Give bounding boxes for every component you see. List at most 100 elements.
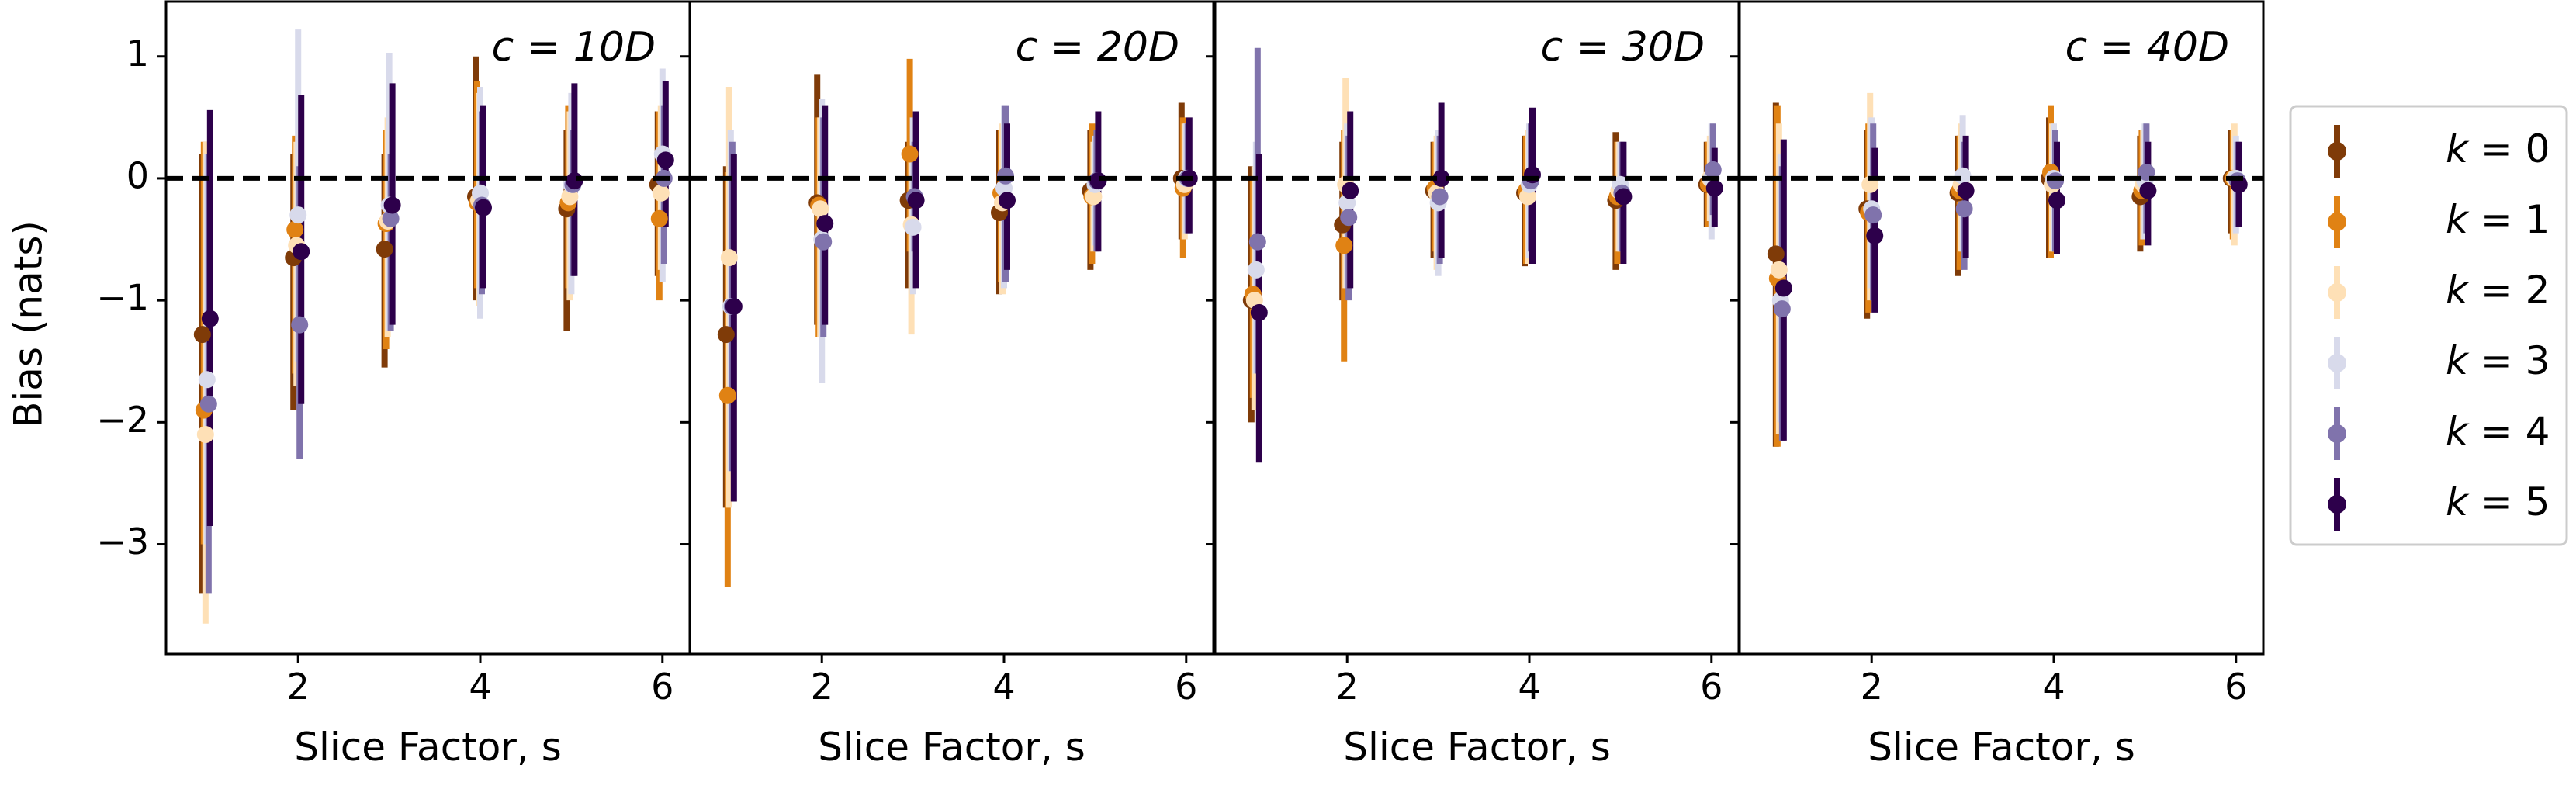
data-point	[1248, 233, 1266, 251]
data-point	[1954, 167, 1972, 185]
data-point	[1705, 179, 1723, 197]
data-point	[1615, 188, 1633, 206]
legend-marker	[2328, 424, 2346, 443]
data-point	[999, 192, 1016, 209]
data-point	[1340, 209, 1358, 227]
legend: k = 0 k = 1 k = 2 k = 3 k = 4 k = 5	[2289, 105, 2568, 546]
y-tick-label: −1	[96, 277, 149, 319]
x-tick-label: 2	[811, 666, 833, 708]
panel-4: 2 4 6 Slice Factor, s c = 40D	[1730, 0, 2265, 770]
panel-title: c = 10D	[492, 24, 656, 71]
legend-entry: k = 1	[2328, 196, 2550, 248]
legend-entry: k = 5	[2328, 478, 2550, 531]
data-point	[717, 326, 735, 344]
x-axis-title: Slice Factor, s	[294, 725, 562, 770]
data-point	[2139, 182, 2157, 199]
data-point	[815, 233, 833, 251]
data-point	[286, 220, 304, 238]
legend-marker	[2328, 283, 2346, 302]
data-point	[1250, 303, 1268, 321]
y-tick-label: −2	[96, 399, 149, 441]
data-point	[382, 209, 400, 227]
y-axis-title: Bias (nats)	[6, 220, 51, 428]
data-point	[1432, 169, 1450, 187]
plot-area	[193, 29, 674, 624]
data-point	[1770, 261, 1788, 279]
data-point	[1431, 188, 1449, 206]
data-point	[1866, 227, 1884, 244]
data-point	[1767, 245, 1785, 263]
data-point	[201, 310, 219, 327]
x-tick-label: 6	[1175, 666, 1197, 708]
legend-entry: k = 2	[2328, 266, 2550, 319]
legend-frame	[2289, 105, 2568, 546]
data-point	[199, 395, 217, 413]
data-point	[720, 249, 738, 267]
legend-label: k = 0	[2446, 126, 2550, 171]
data-point	[816, 215, 834, 233]
y-tick-label: −3	[96, 521, 149, 562]
x-tick-label: 6	[2225, 666, 2247, 708]
data-point	[293, 243, 310, 261]
legend-marker	[2328, 495, 2346, 514]
legend-entry: k = 3	[2328, 337, 2550, 389]
plot-area	[1767, 92, 2248, 447]
x-tick-label: 4	[2042, 666, 2065, 708]
data-point	[904, 218, 922, 236]
legend-label: k = 5	[2446, 479, 2550, 524]
x-tick-label: 4	[992, 666, 1015, 708]
data-point	[1342, 182, 1359, 199]
x-axis-title: Slice Factor, s	[1343, 725, 1611, 770]
legend-marker	[2328, 213, 2346, 231]
data-point	[1089, 172, 1107, 190]
panel-2: 2 4 6 Slice Factor, s c = 20D	[680, 0, 1215, 770]
data-point	[475, 199, 492, 216]
data-point	[907, 192, 925, 209]
panels: 1 0 −1 −2 −3 2 4 6 Slice Factor, s c = 10D 2 4 6 Slic…	[96, 0, 2265, 770]
data-point	[1773, 300, 1791, 318]
panel-frame	[1738, 0, 2265, 656]
legend-label: k = 2	[2446, 268, 2550, 313]
data-point	[198, 371, 216, 389]
data-point	[1864, 206, 1882, 224]
data-point	[193, 326, 211, 344]
legend-marker	[2328, 142, 2346, 161]
data-point	[1955, 200, 1973, 218]
data-point	[383, 196, 401, 214]
x-tick-label: 4	[469, 666, 491, 708]
data-point	[997, 167, 1014, 185]
legend-marker	[2328, 354, 2346, 372]
data-point	[2047, 172, 2064, 190]
data-point	[566, 172, 583, 190]
legend-label: k = 3	[2446, 338, 2550, 383]
legend-entry: k = 4	[2328, 407, 2550, 460]
data-point	[196, 426, 214, 444]
x-axis-title: Slice Factor, s	[1868, 725, 2135, 770]
data-point	[1774, 279, 1792, 297]
x-tick-label: 2	[287, 666, 310, 708]
data-point	[1335, 237, 1353, 254]
panel-1: 1 0 −1 −2 −3 2 4 6 Slice Factor, s c = 10D	[96, 0, 691, 770]
x-tick-label: 2	[1336, 666, 1359, 708]
panel-frame	[688, 0, 1215, 656]
y-tick-label: 0	[126, 154, 149, 196]
data-point	[725, 297, 743, 315]
x-tick-label: 2	[1861, 666, 1883, 708]
legend-entry: k = 0	[2328, 125, 2550, 178]
x-tick-label: 6	[1700, 666, 1723, 708]
x-tick-label: 4	[1518, 666, 1540, 708]
plot-area	[717, 58, 1198, 587]
data-point	[656, 151, 674, 169]
legend-label: k = 4	[2446, 409, 2550, 454]
data-point	[812, 200, 829, 218]
legend-label: k = 1	[2446, 197, 2550, 242]
plot-area	[1242, 47, 1723, 463]
data-point	[652, 184, 670, 202]
y-tick-label: 1	[126, 33, 149, 74]
data-point	[376, 241, 393, 258]
data-point	[901, 145, 919, 163]
data-point	[1247, 261, 1265, 279]
x-tick-label: 6	[651, 666, 673, 708]
panel-title: c = 30D	[1541, 24, 1705, 71]
